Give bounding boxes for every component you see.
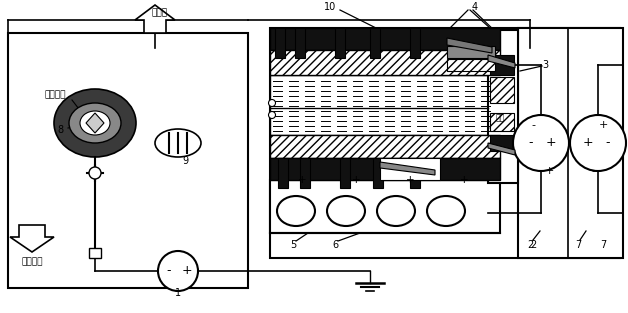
Text: -: - — [273, 175, 277, 185]
Polygon shape — [86, 113, 104, 133]
Bar — [370, 28, 380, 58]
Ellipse shape — [80, 111, 110, 135]
Bar — [270, 50, 500, 75]
Text: 7: 7 — [575, 240, 581, 250]
Circle shape — [269, 100, 276, 106]
Text: -: - — [327, 175, 331, 185]
Bar — [340, 158, 350, 188]
Text: +: + — [583, 136, 593, 150]
Text: -: - — [591, 166, 595, 176]
Ellipse shape — [277, 196, 315, 226]
Bar — [410, 158, 420, 188]
Text: 反应气体: 反应气体 — [21, 258, 43, 266]
Polygon shape — [488, 55, 515, 68]
Bar — [270, 75, 488, 135]
Text: -: - — [435, 175, 439, 185]
Ellipse shape — [327, 196, 365, 226]
Circle shape — [89, 167, 101, 179]
Text: +: + — [181, 264, 192, 278]
Bar — [8, 33, 248, 288]
Polygon shape — [135, 5, 175, 33]
Bar — [518, 28, 623, 258]
Text: 抽真空: 抽真空 — [152, 8, 168, 18]
Bar — [270, 180, 500, 233]
Text: 10: 10 — [324, 2, 336, 12]
Text: -: - — [167, 264, 171, 278]
Ellipse shape — [69, 103, 121, 143]
Text: +: + — [352, 175, 360, 185]
Bar — [373, 158, 383, 188]
Text: +: + — [544, 166, 554, 176]
Text: -: - — [381, 175, 385, 185]
Bar — [490, 77, 514, 103]
Circle shape — [158, 251, 198, 291]
Text: 9: 9 — [182, 156, 188, 166]
Bar — [295, 28, 305, 58]
Text: 3: 3 — [542, 60, 548, 70]
Bar — [270, 28, 620, 258]
Text: +: + — [546, 136, 556, 150]
Bar — [380, 158, 440, 180]
Ellipse shape — [54, 89, 136, 157]
Polygon shape — [488, 143, 515, 155]
Text: -: - — [489, 175, 493, 185]
Bar — [300, 158, 310, 188]
Text: +: + — [406, 175, 414, 185]
Polygon shape — [380, 162, 435, 175]
Bar — [275, 28, 285, 58]
Bar — [270, 135, 500, 158]
Text: 1: 1 — [175, 288, 181, 298]
Bar — [270, 158, 500, 180]
Bar — [488, 30, 518, 183]
Text: -: - — [529, 136, 533, 150]
Bar — [335, 28, 345, 58]
Polygon shape — [447, 38, 492, 53]
Circle shape — [570, 115, 626, 171]
Bar — [89, 248, 101, 258]
Bar — [490, 55, 514, 75]
Bar — [490, 113, 514, 131]
Text: 5: 5 — [290, 240, 296, 250]
Text: 6: 6 — [332, 240, 338, 250]
Circle shape — [269, 111, 276, 119]
Text: -: - — [606, 136, 610, 150]
Text: +: + — [460, 175, 468, 185]
Text: 4: 4 — [472, 2, 478, 12]
Text: -: - — [531, 120, 535, 130]
Text: 2: 2 — [530, 240, 536, 250]
Ellipse shape — [377, 196, 415, 226]
Text: 8: 8 — [57, 125, 63, 135]
Bar — [447, 46, 495, 58]
Circle shape — [513, 115, 569, 171]
Text: 水冷: 水冷 — [496, 114, 506, 122]
Bar — [278, 158, 288, 188]
Bar — [410, 28, 420, 58]
Text: +: + — [298, 175, 306, 185]
Polygon shape — [10, 225, 54, 252]
Text: 7: 7 — [600, 240, 606, 250]
Bar — [447, 59, 495, 71]
Text: 2: 2 — [527, 240, 533, 250]
Text: +: + — [598, 120, 608, 130]
Bar — [443, 28, 500, 73]
Bar — [270, 28, 500, 50]
Ellipse shape — [427, 196, 465, 226]
Ellipse shape — [155, 129, 201, 157]
Text: 茎体工作: 茎体工作 — [44, 90, 66, 100]
Bar — [490, 135, 514, 151]
